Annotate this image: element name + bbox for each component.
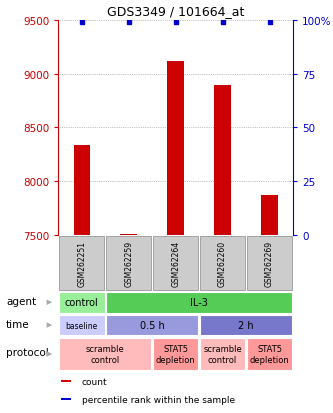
Bar [61,398,71,400]
Bar [247,237,292,290]
Text: STAT5
depletion: STAT5 depletion [250,344,289,364]
Bar [59,292,105,313]
Text: GSM262251: GSM262251 [77,240,86,286]
Text: STAT5
depletion: STAT5 depletion [156,344,195,364]
Bar [200,315,292,336]
Bar [121,234,137,235]
Bar [59,315,105,336]
Text: percentile rank within the sample: percentile rank within the sample [82,394,235,404]
Text: 0.5 h: 0.5 h [140,320,165,330]
Text: control: control [65,297,99,308]
Text: protocol: protocol [6,347,49,357]
Text: IL-3: IL-3 [190,297,208,308]
Bar [153,237,198,290]
Title: GDS3349 / 101664_at: GDS3349 / 101664_at [107,5,244,18]
Text: scramble
control: scramble control [86,344,125,364]
Bar [214,86,231,235]
Text: GSM262269: GSM262269 [265,240,274,286]
Bar [106,237,151,290]
Text: baseline: baseline [66,321,98,330]
Bar [261,196,278,235]
Bar [167,62,184,235]
Bar [200,338,245,370]
Text: time: time [6,319,30,329]
Text: agent: agent [6,297,36,306]
Text: 2 h: 2 h [238,320,254,330]
Text: GSM262260: GSM262260 [218,240,227,286]
Text: GSM262264: GSM262264 [171,240,180,286]
Bar [106,292,292,313]
Bar [106,315,198,336]
Text: GSM262259: GSM262259 [124,240,133,286]
Text: scramble
control: scramble control [203,344,242,364]
Text: count: count [82,377,107,386]
Bar [153,338,198,370]
Bar [247,338,292,370]
Bar [59,338,152,370]
Bar [61,380,71,382]
Bar [74,145,90,235]
Bar [200,237,245,290]
Bar [59,237,104,290]
